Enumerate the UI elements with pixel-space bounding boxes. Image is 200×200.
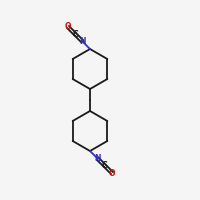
Text: N: N	[79, 37, 86, 46]
Text: C: C	[102, 161, 108, 170]
Text: O: O	[109, 169, 115, 178]
Text: O: O	[65, 22, 71, 31]
Text: N: N	[94, 154, 101, 163]
Text: C: C	[72, 30, 78, 39]
